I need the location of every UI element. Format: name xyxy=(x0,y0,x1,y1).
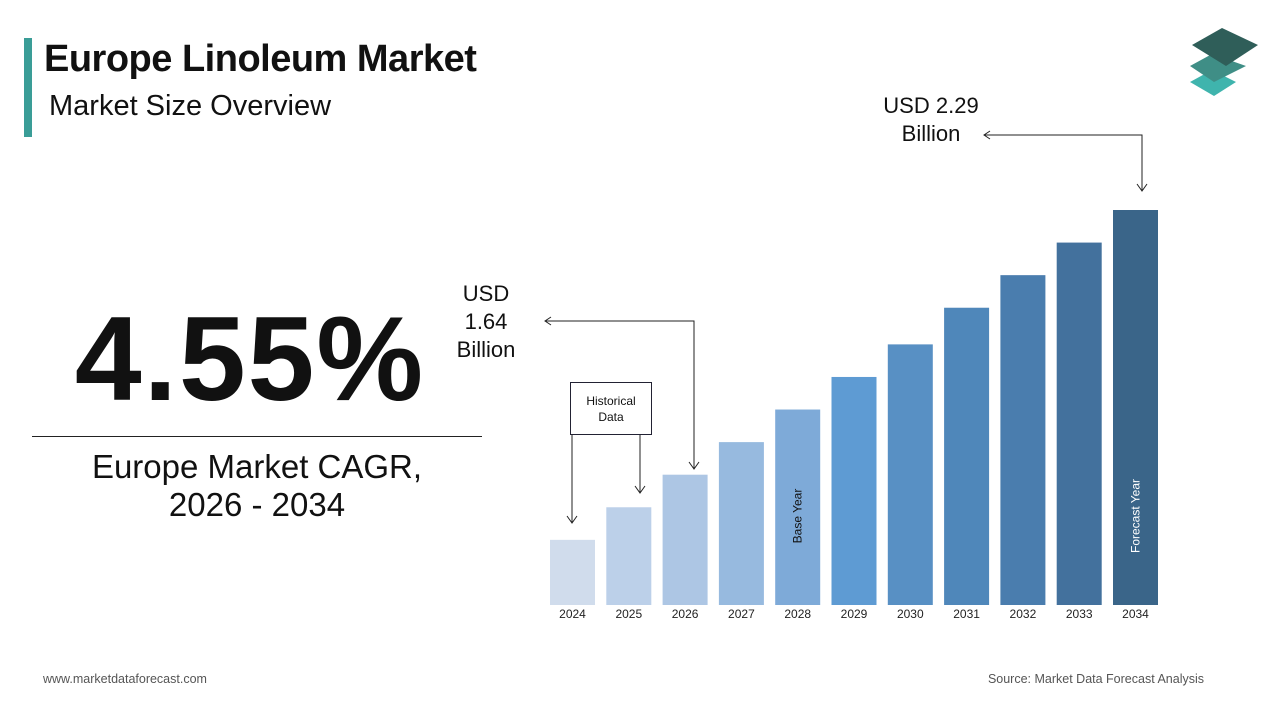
bar-2025 xyxy=(606,507,652,605)
x-tick-label: 2033 xyxy=(1066,607,1093,621)
bar-2031 xyxy=(944,307,990,605)
callout-line: Billion xyxy=(456,337,516,362)
bar-2030 xyxy=(887,344,933,605)
cagr-label-line1: Europe Market CAGR, xyxy=(91,448,423,485)
x-tick-label: 2026 xyxy=(672,607,699,621)
page-title: Europe Linoleum Market xyxy=(44,38,477,80)
bar-2034 xyxy=(1113,210,1158,605)
arrow-head xyxy=(688,461,700,470)
bar-2026 xyxy=(662,474,708,605)
arrow-head xyxy=(566,515,578,524)
x-tick-label: 2030 xyxy=(897,607,924,621)
page-subtitle: Market Size Overview xyxy=(49,90,332,122)
callout-line: USD xyxy=(462,281,510,306)
cagr-label-line2: 2026 - 2034 xyxy=(168,486,346,523)
source-note: Source: Market Data Forecast Analysis xyxy=(987,672,1204,686)
end-arrow-line xyxy=(984,134,1143,190)
callout-line: 1.64 xyxy=(464,309,508,334)
divider xyxy=(32,436,482,437)
stacked-layers-icon xyxy=(1190,28,1258,96)
start-arrow-line xyxy=(545,320,695,469)
cagr-label: Europe Market CAGR, 2026 - 2034 xyxy=(32,448,482,524)
website-link[interactable]: www.marketdataforecast.com xyxy=(43,672,207,686)
bar-2029 xyxy=(831,376,877,605)
forecast-year-label: Forecast Year xyxy=(1129,479,1143,553)
cagr-value: 4.55% xyxy=(74,292,426,426)
historical-line2: Data xyxy=(598,409,624,424)
historical-line1: Historical xyxy=(586,393,636,408)
x-tick-label: 2027 xyxy=(728,607,755,621)
callout-line: USD 2.29 xyxy=(883,93,979,118)
x-tick-label: 2028 xyxy=(784,607,811,621)
title-accent-bar xyxy=(24,38,32,137)
bar-2033 xyxy=(1056,242,1102,605)
end-value-callout: USD 2.29 Billion xyxy=(866,92,996,148)
x-tick-label: 2029 xyxy=(841,607,868,621)
x-tick-label: 2032 xyxy=(1010,607,1037,621)
arrow-head xyxy=(544,316,552,326)
historical-data-box: Historical Data xyxy=(570,382,652,435)
arrow-head xyxy=(983,130,991,140)
bar-2024 xyxy=(550,539,595,605)
start-value-callout: USD 1.64 Billion xyxy=(446,280,526,364)
x-tick-label: 2025 xyxy=(615,607,642,621)
bar-2027 xyxy=(718,442,764,605)
x-tick-label: 2034 xyxy=(1122,607,1149,621)
arrow-head xyxy=(1136,183,1148,192)
base-year-label: Base Year xyxy=(791,489,805,544)
x-tick-label: 2031 xyxy=(953,607,980,621)
bar-2032 xyxy=(1000,275,1046,605)
arrow-head xyxy=(634,485,646,494)
callout-line: Billion xyxy=(901,121,961,146)
callout-arrows xyxy=(544,130,1148,524)
bar-2028 xyxy=(775,409,821,605)
x-tick-label: 2024 xyxy=(559,607,586,621)
